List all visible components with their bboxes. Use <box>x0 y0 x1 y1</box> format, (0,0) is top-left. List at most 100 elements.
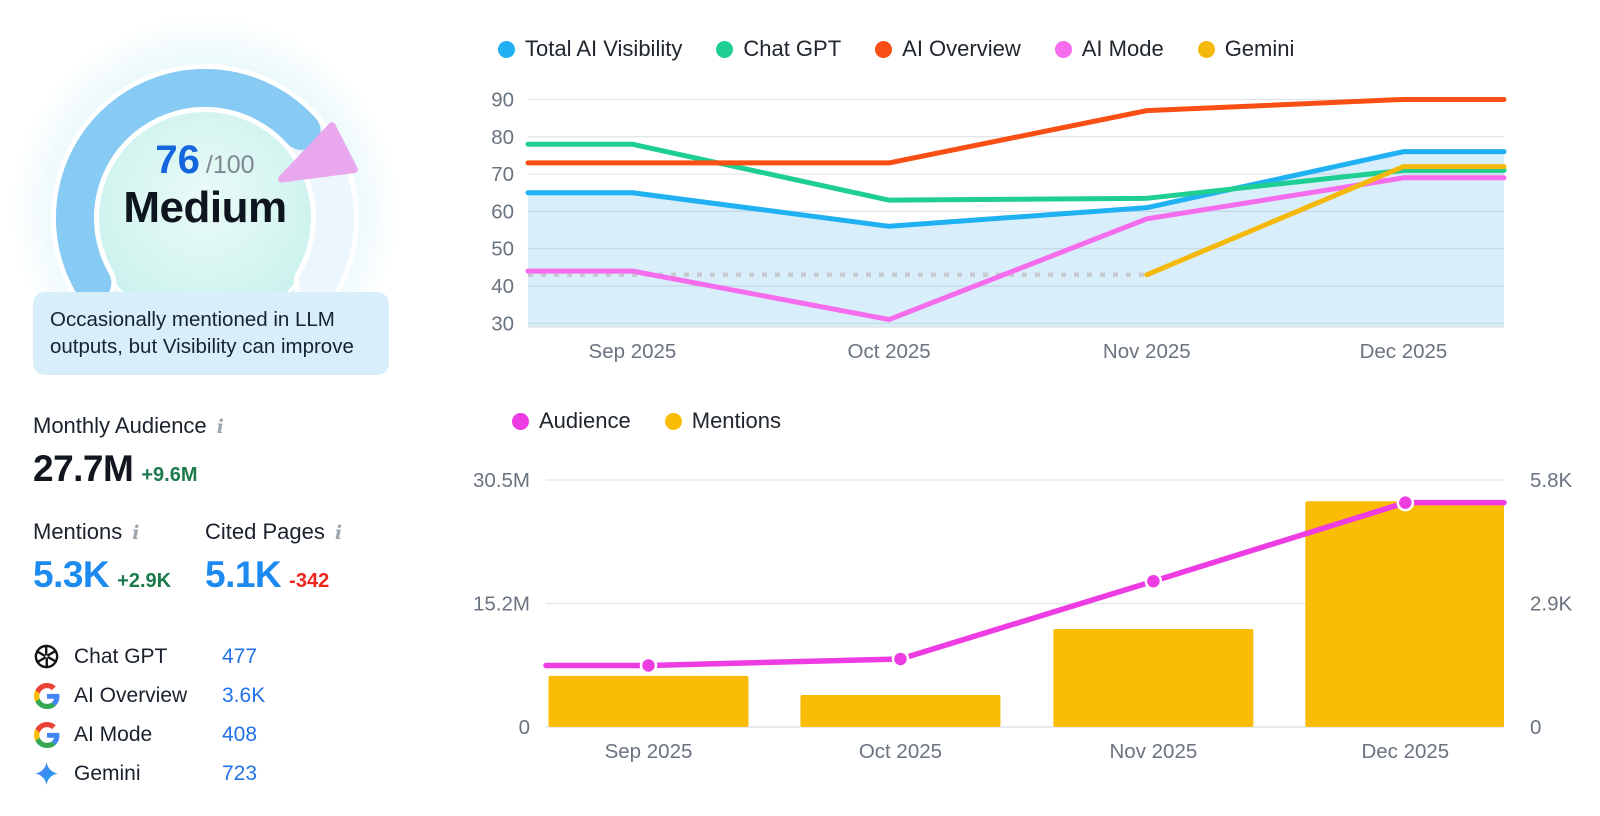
legend-dot <box>875 40 893 58</box>
source-value[interactable]: 408 <box>222 722 258 746</box>
legend-label: Chat GPT <box>743 36 842 61</box>
legend-label: AI Overview <box>902 36 1021 61</box>
mentions-value: 5.3K <box>33 554 110 595</box>
source-row-chatgpt[interactable]: Chat GPT 477 <box>33 637 413 676</box>
series-line-total-ai-visibility <box>525 149 1507 229</box>
legend-dot <box>1054 40 1072 58</box>
info-icon[interactable]: i <box>216 416 224 438</box>
mentions-bar-nov-2025 <box>1053 629 1254 727</box>
score-description: Occasionally mentioned in LLM outputs, b… <box>33 292 389 375</box>
mentions-label-text: Mentions <box>33 519 123 544</box>
source-row-gemini[interactable]: Gemini 723 <box>33 754 413 793</box>
legend-dot <box>1197 40 1215 58</box>
source-label: Chat GPT <box>74 644 168 668</box>
legend-dot <box>498 40 515 58</box>
series-line-ai-mode <box>525 175 1507 323</box>
svg-text:2.9K: 2.9K <box>1530 593 1572 616</box>
audience-line <box>543 499 1507 669</box>
mentions-bar-dec-2025 <box>1305 501 1504 727</box>
svg-text:60: 60 <box>491 200 514 223</box>
google-icon <box>33 721 60 748</box>
svg-text:30: 30 <box>491 312 514 335</box>
svg-text:80: 80 <box>491 126 514 149</box>
legend-label: Audience <box>539 408 631 433</box>
score-rating: Medium <box>123 183 287 232</box>
score-max: /100 <box>205 151 255 179</box>
info-icon[interactable]: i <box>334 522 343 544</box>
svg-text:30.5M: 30.5M <box>473 469 530 492</box>
svg-text:Nov 2025: Nov 2025 <box>1109 740 1197 763</box>
sources-list: Chat GPT 477 AI Overview 3.6K AI Mode 40… <box>33 637 413 793</box>
legend-dot <box>512 412 529 430</box>
audience-mentions-chart: 0 0 15.2M 2.9K 30.5M 5.8K Sep 2025 Oct 2025 Nov … <box>473 469 1572 763</box>
google-icon <box>33 682 60 709</box>
svg-text:50: 50 <box>491 238 514 261</box>
mentions-bar-sep-2025 <box>548 675 749 727</box>
mentions-value-row: 5.3K +2.9K <box>33 554 171 596</box>
svg-text:Oct 2025: Oct 2025 <box>848 340 931 363</box>
legend-item-ai-mode[interactable]: AI Mode <box>1054 36 1164 62</box>
svg-text:5.8K: 5.8K <box>1530 469 1572 492</box>
cited-pages-label: Cited Pages i <box>205 519 342 545</box>
source-row-ai-overview[interactable]: AI Overview 3.6K <box>33 676 413 715</box>
series-line-ai-overview <box>525 96 1507 166</box>
svg-text:Nov 2025: Nov 2025 <box>1103 340 1191 363</box>
series-line-chat-gpt <box>525 141 1507 203</box>
monthly-audience-value-row: 27.7M +9.6M <box>33 448 198 490</box>
svg-text:70: 70 <box>491 163 514 186</box>
legend-label: Gemini <box>1224 36 1295 61</box>
legend-label: AI Mode <box>1081 36 1164 61</box>
svg-text:Dec 2025: Dec 2025 <box>1360 340 1448 363</box>
visibility-legend: Total AI Visibility Chat GPT AI Overview… <box>498 36 1294 62</box>
legend-dot <box>664 412 682 430</box>
audience-point-sep-2025 <box>639 656 658 675</box>
ai-visibility-chart: 30 40 50 60 70 80 90 Sep 2025 Oct 2025 Nov 2025 De… <box>491 88 1507 363</box>
monthly-audience-label: Monthly Audience i <box>33 413 224 439</box>
total-visibility-area <box>528 151 1504 328</box>
svg-text:0: 0 <box>519 716 530 739</box>
svg-text:Sep 2025: Sep 2025 <box>605 740 693 763</box>
source-row-ai-mode[interactable]: AI Mode 408 <box>33 715 413 754</box>
svg-text:90: 90 <box>491 88 514 111</box>
gauge-pointer-wedge <box>278 122 358 183</box>
source-label: AI Overview <box>74 683 188 707</box>
svg-text:Sep 2025: Sep 2025 <box>589 340 677 363</box>
cited-pages-value-row: 5.1K -342 <box>205 554 329 596</box>
source-label: AI Mode <box>74 722 153 746</box>
score-line: 76/100 <box>55 140 355 180</box>
legend-item-total-ai-visibility[interactable]: Total AI Visibility <box>498 36 682 62</box>
legend-item-ai-overview[interactable]: AI Overview <box>875 36 1021 62</box>
gemini-icon <box>33 760 60 787</box>
info-icon[interactable]: i <box>132 522 140 544</box>
legend-item-audience[interactable]: Audience <box>512 408 631 434</box>
source-label: Gemini <box>74 761 141 785</box>
cited-pages-label-text: Cited Pages <box>205 519 325 544</box>
audience-point-dec-2025 <box>1396 493 1415 512</box>
monthly-audience-label-text: Monthly Audience <box>33 413 207 438</box>
legend-label: Total AI Visibility <box>525 36 683 61</box>
cited-pages-value: 5.1K <box>205 554 282 595</box>
svg-text:0: 0 <box>1530 716 1541 739</box>
mentions-delta: +2.9K <box>117 570 172 592</box>
series-line-gemini <box>1144 164 1507 278</box>
source-value[interactable]: 3.6K <box>222 683 266 707</box>
source-value[interactable]: 477 <box>222 644 258 668</box>
monthly-audience-value: 27.7M <box>33 448 134 489</box>
legend-label: Mentions <box>691 408 782 433</box>
legend-item-chat-gpt[interactable]: Chat GPT <box>716 36 841 62</box>
audience-mentions-legend: Audience Mentions <box>512 408 781 434</box>
svg-text:40: 40 <box>491 275 514 298</box>
openai-icon <box>33 643 60 670</box>
legend-dot <box>716 40 734 58</box>
audience-point-oct-2025 <box>891 650 910 668</box>
legend-item-mentions[interactable]: Mentions <box>664 408 782 434</box>
svg-text:15.2M: 15.2M <box>473 593 530 616</box>
audience-point-nov-2025 <box>1144 572 1163 590</box>
cited-pages-delta: -342 <box>289 570 330 592</box>
legend-item-gemini[interactable]: Gemini <box>1197 36 1295 62</box>
source-value[interactable]: 723 <box>222 761 258 785</box>
mentions-bar-oct-2025 <box>800 695 1001 727</box>
mentions-label: Mentions i <box>33 519 140 545</box>
visibility-score-gauge: 76/100 Medium <box>0 0 420 405</box>
svg-text:Oct 2025: Oct 2025 <box>859 740 942 763</box>
